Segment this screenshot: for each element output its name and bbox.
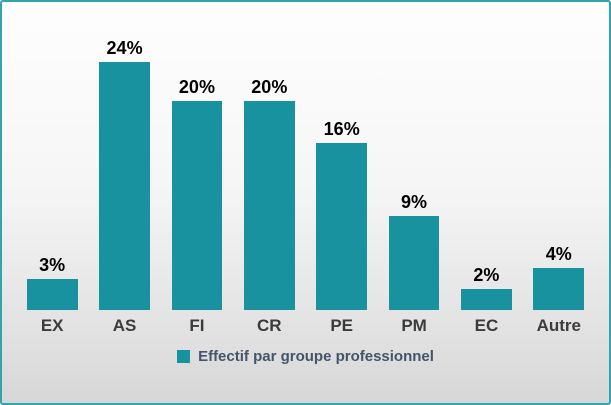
bar-column: 20% <box>233 38 305 310</box>
bar-value-label: 9% <box>401 191 428 212</box>
bar <box>99 62 150 310</box>
bar-value-label: 24% <box>106 38 143 58</box>
bar <box>26 278 78 310</box>
bar-value-label: 16% <box>323 118 360 139</box>
bar-value-label: 20% <box>251 76 288 97</box>
legend-swatch-icon <box>177 350 191 363</box>
category-label: PE <box>330 316 354 335</box>
plot-area: 3% 24% 20% 20% 16% 9% 2% 4% <box>16 38 595 310</box>
bar-column: 24% <box>88 38 160 310</box>
category-label: AS <box>112 316 137 335</box>
bar <box>388 215 440 310</box>
bar-column: 3% <box>16 38 88 310</box>
bar <box>316 142 368 310</box>
bar <box>533 268 585 310</box>
bar-value-label: 4% <box>545 244 572 265</box>
category-label: EX <box>40 316 64 335</box>
bar <box>243 100 295 310</box>
bar <box>461 289 512 310</box>
bar-column: 16% <box>306 38 378 310</box>
legend-label: Effectif par groupe professionnel <box>198 348 434 365</box>
category-axis: EX AS FI CR PE PM EC Autre <box>16 316 595 336</box>
bar-column: 4% <box>523 38 595 310</box>
bar-value-label: 2% <box>473 265 500 286</box>
bar-column: 9% <box>378 38 450 310</box>
category-label: CR <box>257 316 282 335</box>
bar-value-label: 3% <box>39 254 66 275</box>
bar-value-label: 20% <box>178 76 215 97</box>
legend: Effectif par groupe professionnel <box>2 348 609 365</box>
category-label: EC <box>474 316 499 335</box>
bar-column: 20% <box>161 38 233 310</box>
bar <box>171 100 223 310</box>
category-label: PM <box>401 316 427 335</box>
category-label: Autre <box>536 316 582 335</box>
category-label: FI <box>189 316 205 335</box>
bar-column: 2% <box>450 38 522 310</box>
